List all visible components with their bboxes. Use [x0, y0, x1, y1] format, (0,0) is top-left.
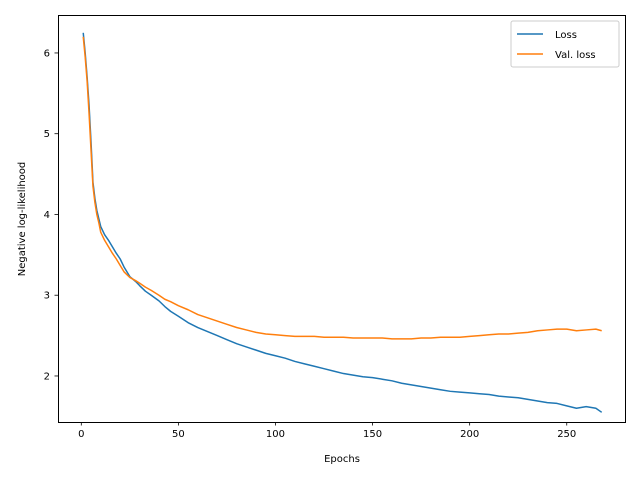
legend-box	[510, 20, 620, 68]
y-tick-label: 2	[44, 371, 50, 382]
x-tick-label: 50	[172, 429, 185, 440]
legend-label-1: Val. loss	[555, 50, 596, 61]
y-tick-label: 5	[44, 129, 50, 140]
series-layer	[82, 32, 603, 413]
x-tick-label: 200	[460, 429, 479, 440]
y-axis-label: Negative log-likelihood	[17, 162, 28, 277]
x-tick-label: 0	[78, 429, 84, 440]
series-line-1	[82, 36, 602, 340]
x-tick-label: 100	[266, 429, 285, 440]
series-line-0	[82, 32, 603, 413]
y-tick-label: 3	[44, 291, 50, 302]
x-tick-label: 150	[363, 429, 382, 440]
plot-frame	[58, 15, 626, 423]
x-tick-label: 250	[557, 429, 576, 440]
y-axis: 2 3 4 5 6	[44, 48, 58, 382]
x-axis-label: Epochs	[324, 454, 360, 465]
legend: Loss Val. loss	[510, 20, 620, 68]
y-tick-label: 4	[44, 210, 50, 221]
x-axis: 0 50 100 150 200 250	[78, 422, 576, 440]
legend-label-0: Loss	[555, 30, 577, 41]
y-tick-label: 6	[44, 48, 50, 59]
